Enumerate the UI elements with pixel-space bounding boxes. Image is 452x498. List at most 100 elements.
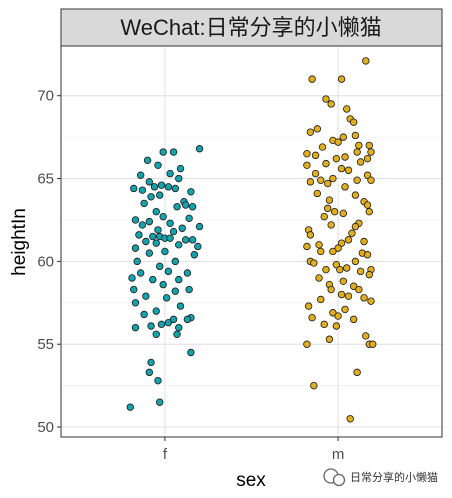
y-axis-title: heightIn (9, 208, 30, 276)
point-f (149, 275, 157, 284)
point-m (355, 141, 363, 150)
point-f (164, 318, 173, 327)
point-m (343, 264, 351, 272)
plot-panel (61, 46, 442, 437)
point-m (324, 179, 332, 188)
point-m (344, 236, 353, 244)
point-f (171, 287, 179, 295)
point-f (164, 183, 173, 191)
point-f (149, 232, 157, 241)
point-f (175, 174, 183, 183)
point-m (329, 247, 337, 256)
point-m (367, 148, 375, 156)
point-f (147, 358, 155, 367)
point-m (346, 415, 354, 423)
point-m (341, 305, 349, 314)
point-f (136, 171, 145, 179)
point-m (349, 315, 358, 324)
point-f (152, 207, 160, 216)
point-m (303, 161, 311, 169)
point-m (367, 176, 375, 184)
point-f (183, 269, 192, 277)
point-m (320, 320, 328, 329)
point-m (356, 158, 365, 166)
point-f (181, 201, 190, 209)
point-m (363, 251, 372, 259)
panel-border (60, 45, 443, 438)
gridlines (61, 46, 442, 437)
point-m (351, 191, 360, 199)
point-m (308, 314, 316, 322)
point-m (365, 270, 373, 279)
point-m (334, 312, 342, 320)
point-m (353, 148, 361, 156)
point-f (166, 219, 174, 227)
point-f (169, 227, 178, 236)
point-f (135, 231, 143, 239)
watermark: 日常分享的小懒猫 (323, 468, 438, 487)
point-m (325, 335, 334, 343)
point-f (159, 280, 167, 289)
point-f (183, 315, 192, 324)
y-tick-label: 50 (37, 419, 54, 436)
point-m (343, 105, 351, 113)
point-m (367, 297, 375, 305)
point-m (311, 151, 320, 160)
point-f (130, 184, 138, 193)
y-tick-label: 65 (37, 171, 54, 188)
point-f (175, 323, 183, 332)
point-m (337, 164, 346, 173)
point-m (363, 201, 372, 209)
point-m (320, 212, 328, 221)
point-m (303, 149, 311, 158)
point-f (143, 156, 152, 165)
point-m (353, 368, 361, 377)
point-m (322, 265, 330, 274)
point-m (344, 292, 353, 300)
point-f (126, 403, 134, 411)
point-f (154, 161, 162, 169)
point-f (128, 274, 136, 282)
point-m (351, 222, 360, 231)
point-f (131, 216, 140, 224)
point-f (131, 323, 140, 332)
y-tick-label: 70 (37, 88, 54, 105)
point-f (166, 169, 174, 178)
point-f (164, 267, 173, 276)
point-f (156, 191, 164, 199)
point-m (332, 322, 341, 330)
point-m (365, 207, 373, 216)
point-m (332, 154, 341, 163)
point-m (360, 294, 368, 302)
point-f (140, 199, 148, 208)
point-m (341, 183, 349, 191)
point-m (311, 169, 320, 178)
point-f (175, 275, 183, 284)
point-f (185, 285, 193, 294)
point-f (173, 203, 181, 211)
point-m (362, 57, 370, 65)
point-f (169, 148, 178, 156)
point-m (337, 75, 346, 83)
point-f (188, 236, 197, 244)
point-f (145, 368, 154, 377)
point-f (169, 315, 178, 324)
point-f (185, 214, 193, 223)
point-m (303, 242, 311, 251)
point-m (324, 204, 332, 213)
point-m (306, 128, 315, 136)
chart-title: WeChat:日常分享的小懒猫 (120, 15, 381, 40)
point-m (310, 259, 318, 267)
point-m (329, 174, 337, 183)
point-f (156, 262, 164, 271)
point-f (187, 348, 195, 357)
point-m (365, 141, 373, 150)
point-f (176, 164, 185, 173)
point-m (351, 257, 360, 266)
point-f (142, 237, 150, 246)
x-tick-label: m (332, 446, 345, 463)
point-f (133, 257, 141, 266)
point-m (339, 209, 347, 218)
point-f (166, 234, 174, 242)
